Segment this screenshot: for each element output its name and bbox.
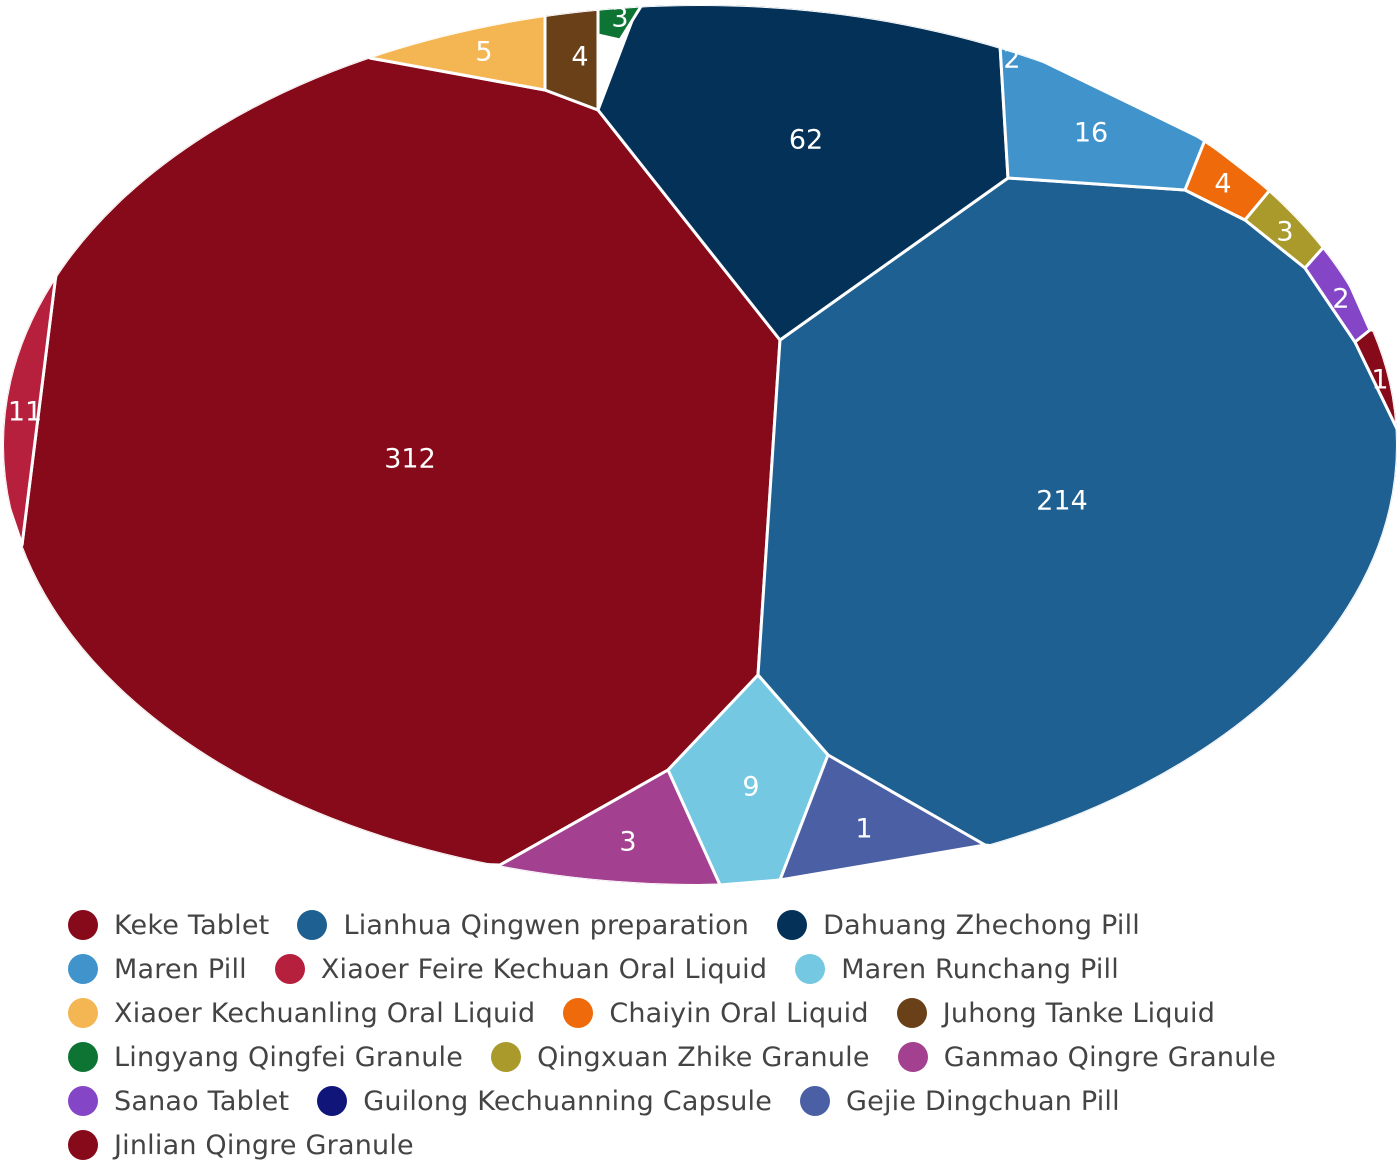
legend-row: Lingyang Qingfei Granule Qingxuan Zhike G… (68, 1035, 1388, 1079)
legend-row: Jinlian Qingre Granule (68, 1123, 1388, 1167)
legend-marker-icon (777, 910, 808, 940)
legend-label: Lianhua Qingwen preparation (343, 909, 750, 941)
legend-label: Maren Pill (114, 953, 247, 985)
legend-item[interactable]: Maren Runchang Pill (795, 954, 1119, 985)
legend-label: Maren Runchang Pill (841, 953, 1119, 985)
data-label-maren-runchang-pill: 9 (742, 772, 759, 803)
legend-label: Chaiyin Oral Liquid (609, 997, 869, 1029)
legend-marker-icon (68, 1086, 98, 1116)
data-label-chaiyin-oral-liquid: 4 (1214, 169, 1231, 200)
data-label-jinlian-qingre-granule: 1 (1371, 365, 1388, 396)
legend-marker-icon (68, 910, 98, 940)
legend-item[interactable]: Guilong Kechuanning Capsule (317, 1086, 772, 1117)
legend-item[interactable]: Chaiyin Oral Liquid (563, 997, 869, 1029)
legend-label: Juhong Tanke Liquid (942, 997, 1216, 1029)
legend-item[interactable]: Lianhua Qingwen preparation (297, 910, 749, 941)
legend-item[interactable]: Xiaoer Feire Kechuan Oral Liquid (274, 953, 768, 985)
data-label-maren-pill: 16 (1074, 118, 1108, 149)
cell-maren-runchang-pill (666, 673, 830, 885)
legend-row: Maren Pill Xiaoer Feire Kechuan Oral Liqu… (68, 947, 1388, 991)
data-label-lingyang-qingfei-granule: 3 (611, 3, 628, 34)
data-label-keke-tablet: 312 (384, 444, 436, 475)
legend-marker-icon (68, 954, 98, 984)
legend-label: Xiaoer Feire Kechuan Oral Liquid (320, 953, 768, 985)
data-label-qingxuan-zhike-granule: 3 (1276, 217, 1293, 248)
legend-label: Lingyang Qingfei Granule (114, 1041, 464, 1073)
legend-marker-icon (491, 1042, 522, 1072)
legend-marker-icon (317, 1086, 348, 1116)
legend-item[interactable]: Juhong Tanke Liquid (896, 997, 1216, 1029)
legend-marker-icon (68, 1130, 98, 1160)
legend-marker-icon (68, 998, 98, 1028)
legend-item[interactable]: Qingxuan Zhike Granule (491, 1042, 870, 1073)
legend-item[interactable]: Ganmao Qingre Granule (897, 1041, 1277, 1073)
legend-label: Gejie Dingchuan Pill (846, 1085, 1120, 1117)
legend-item[interactable]: Sanao Tablet (68, 1086, 289, 1117)
data-label-xiaoer-kechuanling-oral-liquid: 5 (475, 37, 492, 68)
legend-label: Xiaoer Kechuanling Oral Liquid (114, 997, 536, 1029)
legend-label: Sanao Tablet (114, 1085, 290, 1117)
legend-label: Dahuang Zhechong Pill (823, 909, 1140, 941)
data-label-sanao-tablet: 2 (1332, 284, 1349, 315)
legend-item[interactable]: Maren Pill (68, 954, 247, 985)
legend-marker-icon (563, 998, 594, 1028)
data-label-gejie-dingchuan-pill: 1 (855, 814, 872, 845)
data-label-juhong-tanke-liquid: 4 (571, 42, 588, 73)
legend-label: Jinlian Qingre Granule (114, 1129, 414, 1161)
legend-item[interactable]: Gejie Dingchuan Pill (800, 1086, 1120, 1117)
data-label-guilong-kechuanning-capsule: 2 (1003, 44, 1020, 75)
data-label-lianhua-qingwen-preparation: 214 (1036, 486, 1088, 517)
data-label-dahuang-zhechong-pill: 62 (789, 125, 823, 156)
legend-item[interactable]: Dahuang Zhechong Pill (777, 910, 1140, 941)
legend-label: Ganmao Qingre Granule (943, 1041, 1277, 1073)
legend-marker-icon (896, 998, 927, 1028)
legend-row: Keke Tablet Lianhua Qingwen preparation Da… (68, 903, 1388, 947)
legend-marker-icon (68, 1042, 98, 1072)
legend-marker-icon (297, 910, 328, 940)
cell-lingyang-qingfei-granule (596, 5, 647, 42)
legend-row: Sanao Tablet Guilong Kechuanning Capsule G… (68, 1079, 1388, 1123)
legend-item[interactable]: Lingyang Qingfei Granule (68, 1042, 463, 1073)
legend-marker-icon (897, 1042, 928, 1072)
chart-cells (3, 5, 1397, 885)
chart-legend: Keke Tablet Lianhua Qingwen preparation Da… (68, 903, 1388, 1167)
cell-gejie-dingchuan-pill (778, 753, 987, 882)
legend-marker-icon (795, 954, 826, 984)
legend-row: Xiaoer Kechuanling Oral Liquid Chaiyin Or… (68, 991, 1388, 1035)
legend-label: Guilong Kechuanning Capsule (363, 1085, 773, 1117)
legend-item[interactable]: Keke Tablet (68, 910, 269, 941)
legend-item[interactable]: Jinlian Qingre Granule (68, 1130, 414, 1161)
legend-label: Keke Tablet (114, 909, 270, 941)
legend-label: Qingxuan Zhike Granule (537, 1041, 870, 1073)
data-label-ganmao-qingre-granule: 3 (619, 827, 636, 858)
legend-item[interactable]: Xiaoer Kechuanling Oral Liquid (68, 998, 535, 1029)
legend-marker-icon (274, 954, 305, 984)
data-label-xiaoer-feire-kechuan-oral-liquid: 11 (8, 397, 42, 428)
cell-juhong-tanke-liquid (543, 5, 600, 112)
legend-marker-icon (800, 1086, 831, 1116)
